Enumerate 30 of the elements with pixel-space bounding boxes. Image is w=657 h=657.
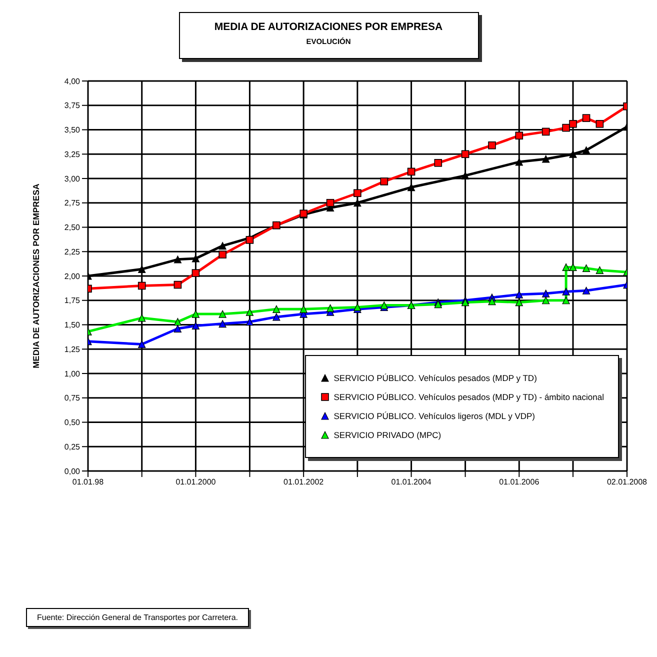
x-tick-label: 01.01.2004 — [391, 478, 432, 487]
y-axis-title: MEDIA DE AUTORIZACIONES POR EMPRESA — [31, 184, 42, 368]
y-tick-label: 2,25 — [64, 247, 81, 256]
y-tick-label: 3,00 — [64, 174, 81, 184]
x-tick-label: 01.01.2002 — [284, 478, 324, 487]
y-tick-label: 3,75 — [64, 101, 81, 110]
legend-label: SERVICIO PÚBLICO. Vehículos ligeros (MDL y VDP) — [334, 411, 535, 421]
source-note: Fuente: Dirección General de Transportes por Carretera. — [26, 608, 249, 627]
x-tick-label: 01.01.2006 — [499, 478, 540, 487]
legend-label: SERVICIO PÚBLICO. Vehículos pesados (MDP y TD) - ámbito nacional — [334, 392, 604, 402]
chart-title: MEDIA DE AUTORIZACIONES POR EMPRESA — [213, 21, 444, 33]
y-tick-label: 1,00 — [64, 369, 81, 378]
y-tick-label: 0,50 — [64, 418, 81, 428]
y-tick-label: 4,00 — [64, 76, 81, 86]
y-tick-label: 2,75 — [64, 198, 81, 208]
x-tick-label: 01.01.98 — [72, 478, 104, 487]
y-tick-label: 0,75 — [64, 394, 81, 403]
x-tick-label: 02.01.2008 — [606, 478, 648, 487]
y-tick-label: 0,00 — [64, 466, 81, 476]
legend-label: SERVICIO PÚBLICO. Vehículos pesados (MDP y TD) — [334, 373, 537, 383]
y-tick-label: 3,50 — [64, 126, 81, 135]
y-tick-label: 1,25 — [64, 344, 81, 354]
y-tick-label: 2,00 — [64, 272, 81, 281]
y-tick-label: 1,75 — [64, 296, 81, 306]
y-tick-label: 1,50 — [64, 320, 81, 330]
y-tick-label: 2,50 — [64, 223, 81, 232]
legend-label: SERVICIO PRIVADO (MPC) — [334, 430, 442, 440]
y-tick-label: 0,25 — [64, 442, 81, 452]
y-tick-label: 3,25 — [64, 150, 81, 159]
x-tick-label: 01.01.2000 — [176, 478, 216, 487]
